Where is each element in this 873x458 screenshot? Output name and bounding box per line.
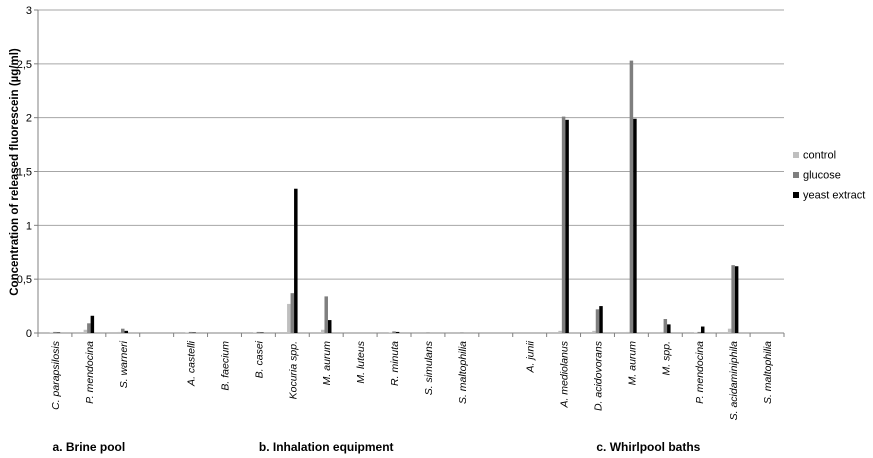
bar bbox=[253, 332, 257, 333]
bar bbox=[595, 309, 600, 333]
bar bbox=[700, 326, 705, 333]
bar bbox=[592, 330, 596, 333]
bars bbox=[49, 60, 739, 333]
bar bbox=[460, 332, 464, 333]
legend-swatch bbox=[793, 152, 799, 158]
bar bbox=[667, 324, 671, 333]
x-tick-labels: C. parapsilosis P. mendocina S. warneri A. … bbox=[50, 340, 774, 420]
bar bbox=[388, 332, 393, 333]
bar bbox=[290, 293, 295, 333]
x-tick-label: A. mediolanus bbox=[559, 340, 571, 408]
bar bbox=[124, 330, 129, 333]
bar bbox=[426, 332, 430, 333]
x-tick-label: B. casei bbox=[253, 340, 265, 378]
y-tick-label: 1,5 bbox=[17, 167, 32, 179]
bar bbox=[693, 332, 698, 333]
bar bbox=[256, 331, 261, 333]
y-tick-label: 0,5 bbox=[17, 274, 32, 286]
x-tick-label: P. mendocina bbox=[694, 341, 706, 404]
bar bbox=[121, 328, 125, 333]
bar bbox=[663, 319, 668, 333]
legend: control glucose yeast extract bbox=[793, 150, 865, 202]
bar bbox=[565, 119, 569, 333]
bar bbox=[287, 303, 291, 333]
bar bbox=[599, 306, 603, 333]
x-tick-label: S. maltophilia bbox=[762, 341, 774, 404]
x-tick-label: M. luteus bbox=[355, 340, 367, 383]
x-tick-label: A. junii bbox=[525, 340, 537, 373]
y-tick-label: 2,5 bbox=[17, 59, 32, 71]
bar bbox=[117, 331, 122, 333]
legend-label: glucose bbox=[803, 170, 841, 182]
bar bbox=[90, 315, 95, 333]
bar bbox=[320, 329, 325, 333]
x-tick-label: M. spp. bbox=[660, 341, 672, 375]
legend-label: yeast extract bbox=[803, 190, 865, 202]
bar bbox=[660, 331, 664, 333]
y-tick-label: 3 bbox=[26, 5, 32, 17]
x-tick-label: M. aurum bbox=[321, 341, 333, 386]
bar bbox=[697, 331, 701, 333]
bar bbox=[392, 331, 396, 333]
x-tick-label: R. minuta bbox=[389, 341, 401, 386]
x-tick-label: S. acidaminiphila bbox=[728, 341, 740, 421]
bar bbox=[49, 332, 54, 333]
x-tick-label: S. simulans bbox=[423, 340, 435, 395]
bar bbox=[83, 329, 88, 333]
x-tick-label: M. aurum bbox=[626, 341, 638, 386]
bar bbox=[727, 328, 732, 333]
legend-label: control bbox=[803, 150, 836, 162]
legend-swatch bbox=[793, 192, 799, 198]
y-tick-labels: 0 0,5 1 1,5 2 2,5 3 bbox=[17, 5, 32, 340]
x-tick-label: D. acidovorans bbox=[593, 340, 605, 411]
y-tick-label: 0 bbox=[26, 328, 32, 340]
x-tick-label: C. parapsilosis bbox=[50, 340, 62, 410]
x-tick-label: S. maltophilia bbox=[457, 341, 469, 404]
y-axis-label: Concentration of released fluorescein (µ… bbox=[9, 48, 21, 296]
group-label: c. Whirlpool baths bbox=[596, 440, 700, 454]
bar bbox=[395, 331, 400, 333]
axes bbox=[34, 9, 785, 337]
bar bbox=[324, 296, 328, 333]
group-label: a. Brine pool bbox=[53, 440, 126, 454]
gridlines bbox=[38, 9, 784, 334]
x-tick-label: S. warneri bbox=[118, 340, 130, 388]
bar bbox=[294, 188, 298, 333]
bar bbox=[53, 331, 57, 333]
bar bbox=[260, 332, 264, 333]
bar bbox=[633, 118, 637, 333]
bar bbox=[734, 266, 739, 333]
bar bbox=[185, 332, 189, 333]
bar bbox=[188, 331, 193, 333]
x-tick-label: B. faecium bbox=[220, 341, 232, 391]
bar bbox=[327, 320, 332, 333]
y-tick-label: 2 bbox=[26, 113, 32, 125]
group-label: b. Inhalation equipment bbox=[259, 440, 394, 454]
x-tick-label: P. mendocina bbox=[84, 341, 96, 404]
bar bbox=[192, 332, 196, 333]
bar bbox=[731, 265, 735, 333]
bar bbox=[626, 331, 630, 333]
bar bbox=[56, 332, 61, 333]
x-tick-label: Kocuria spp. bbox=[287, 341, 299, 399]
y-tick-label: 1 bbox=[26, 220, 32, 232]
bar bbox=[561, 116, 566, 333]
legend-swatch bbox=[793, 172, 799, 178]
bar bbox=[87, 323, 91, 333]
group-labels: a. Brine pool b. Inhalation equipment c. W… bbox=[53, 440, 701, 454]
bar bbox=[629, 60, 634, 333]
bar bbox=[558, 330, 562, 333]
x-tick-label: A. castelli bbox=[186, 340, 198, 387]
